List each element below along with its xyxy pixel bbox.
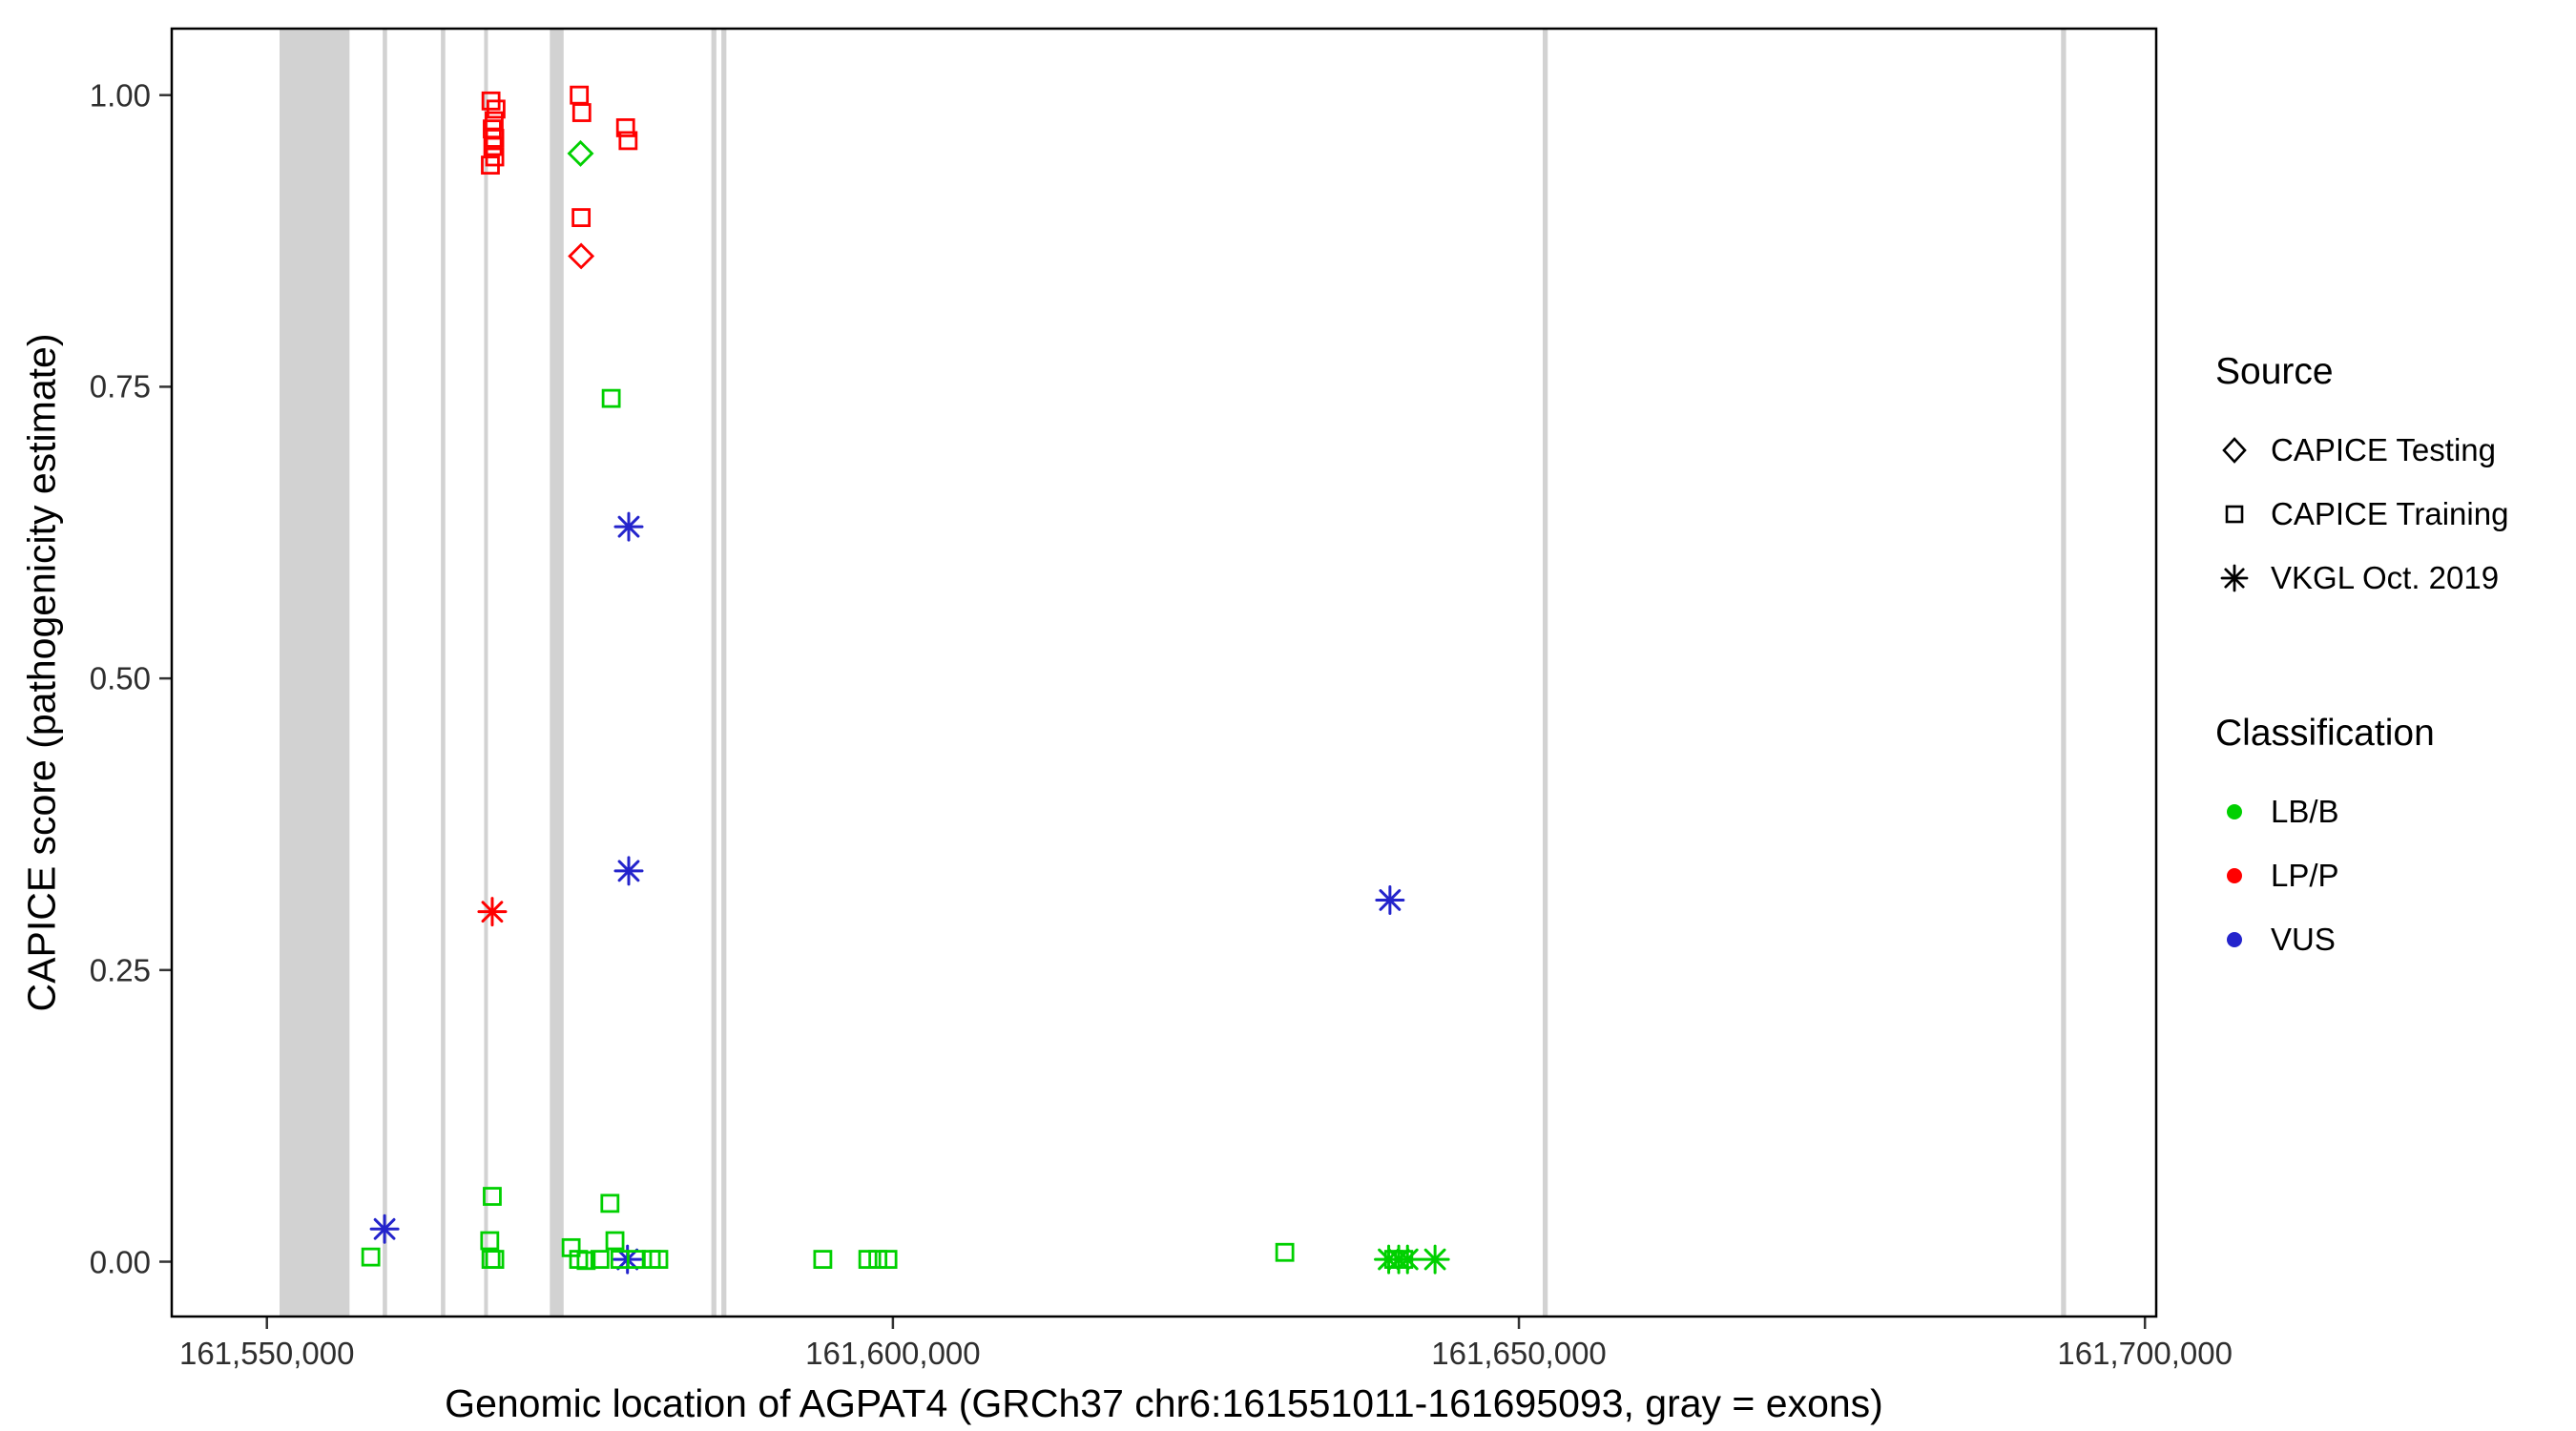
data-point-square xyxy=(618,131,638,151)
data-point-square xyxy=(480,1231,500,1251)
legend-items-source: CAPICE Testing CAPICE Training VKGL Oct. 2… xyxy=(2215,418,2508,610)
data-point-square xyxy=(600,1193,620,1213)
x-tick-label: 161,700,000 xyxy=(2057,1336,2233,1371)
legend-item-vkgl-oct-2019: VKGL Oct. 2019 xyxy=(2215,546,2508,610)
legend-item-lp-p: LP/P xyxy=(2215,843,2508,907)
data-point-square xyxy=(878,1250,898,1269)
asterisk-icon xyxy=(2220,564,2249,591)
legend-group-source: Source CAPICE Testing CAPICE Training VKGL… xyxy=(2215,351,2508,610)
data-point-square xyxy=(571,208,592,227)
legend-item-vus: VUS xyxy=(2215,907,2508,971)
y-tick-label: 1.00 xyxy=(89,77,151,114)
data-point-square xyxy=(1275,1242,1295,1262)
data-point-square xyxy=(361,1247,381,1267)
legend-item-label: VKGL Oct. 2019 xyxy=(2271,559,2500,595)
data-point-square xyxy=(868,1250,888,1269)
data-point-square xyxy=(615,118,635,137)
legend-item-label: LP/P xyxy=(2271,857,2339,893)
legend-item-label: CAPICE Training xyxy=(2271,495,2509,531)
data-point-asterisk xyxy=(1420,1244,1450,1275)
data-point-square xyxy=(570,85,590,105)
x-axis-title: Genomic location of AGPAT4 (GRCh37 chr6:… xyxy=(445,1381,1883,1425)
exon-band xyxy=(721,29,727,1317)
data-point-square xyxy=(576,1251,596,1271)
classification-dot-icon xyxy=(2227,803,2242,819)
exon-band xyxy=(441,29,446,1317)
data-point-diamond xyxy=(568,242,595,270)
data-point-square xyxy=(485,1250,505,1269)
exon-band xyxy=(2061,29,2067,1317)
data-point-asterisk xyxy=(477,897,508,927)
exon-band xyxy=(1542,29,1548,1317)
data-point-square xyxy=(1394,1250,1414,1269)
data-point-square xyxy=(813,1250,833,1269)
data-point-diamond xyxy=(567,139,594,167)
data-point-square xyxy=(601,388,621,408)
legend-items-classification: LB/B LP/P VUS xyxy=(2215,779,2508,971)
legend-item-label: VUS xyxy=(2271,921,2336,957)
legend-group-classification: Classification LB/B LP/P VUS xyxy=(2215,713,2508,971)
legend-item-lb-b: LB/B xyxy=(2215,779,2508,843)
data-point-asterisk xyxy=(613,511,644,542)
y-tick-label: 0.75 xyxy=(89,368,151,404)
data-point-square xyxy=(1383,1250,1403,1269)
data-point-asterisk xyxy=(613,856,644,886)
classification-dot-icon xyxy=(2227,931,2242,947)
exon-band xyxy=(383,29,387,1317)
exon-band xyxy=(280,29,350,1317)
legend-title-classification: Classification xyxy=(2215,713,2435,754)
exon-band xyxy=(484,29,488,1317)
data-point-asterisk xyxy=(1375,884,1405,915)
data-point-square xyxy=(486,99,506,119)
x-tick-label: 161,550,000 xyxy=(178,1336,355,1371)
legend: Source CAPICE Testing CAPICE Training VKGL… xyxy=(2215,351,2508,971)
legend-item-label: CAPICE Testing xyxy=(2271,431,2496,467)
square-icon xyxy=(2225,505,2244,523)
data-point-square xyxy=(590,1250,610,1269)
data-point-square xyxy=(483,1187,502,1206)
data-point-square xyxy=(481,156,500,175)
data-point-square xyxy=(571,103,592,122)
legend-item-capice-testing: CAPICE Testing xyxy=(2215,418,2508,482)
classification-dot-icon xyxy=(2227,867,2242,883)
y-tick-label: 0.00 xyxy=(89,1244,151,1280)
legend-item-capice-training: CAPICE Training xyxy=(2215,482,2508,546)
data-point-square xyxy=(858,1250,878,1269)
data-point-asterisk xyxy=(369,1213,400,1244)
data-point-square xyxy=(649,1250,669,1269)
y-tick-label: 0.50 xyxy=(89,660,151,696)
legend-title-source: Source xyxy=(2215,351,2334,392)
plot-panel-border xyxy=(170,27,2158,1318)
legend-item-label: LB/B xyxy=(2271,793,2339,829)
diamond-icon xyxy=(2222,436,2247,464)
exon-band xyxy=(550,29,564,1317)
x-tick-label: 161,650,000 xyxy=(1431,1336,1607,1371)
exon-band xyxy=(711,29,717,1317)
x-tick-label: 161,600,000 xyxy=(805,1336,981,1371)
y-tick-label: 0.25 xyxy=(89,952,151,988)
data-point-square xyxy=(483,136,503,156)
data-point-square xyxy=(605,1231,625,1251)
